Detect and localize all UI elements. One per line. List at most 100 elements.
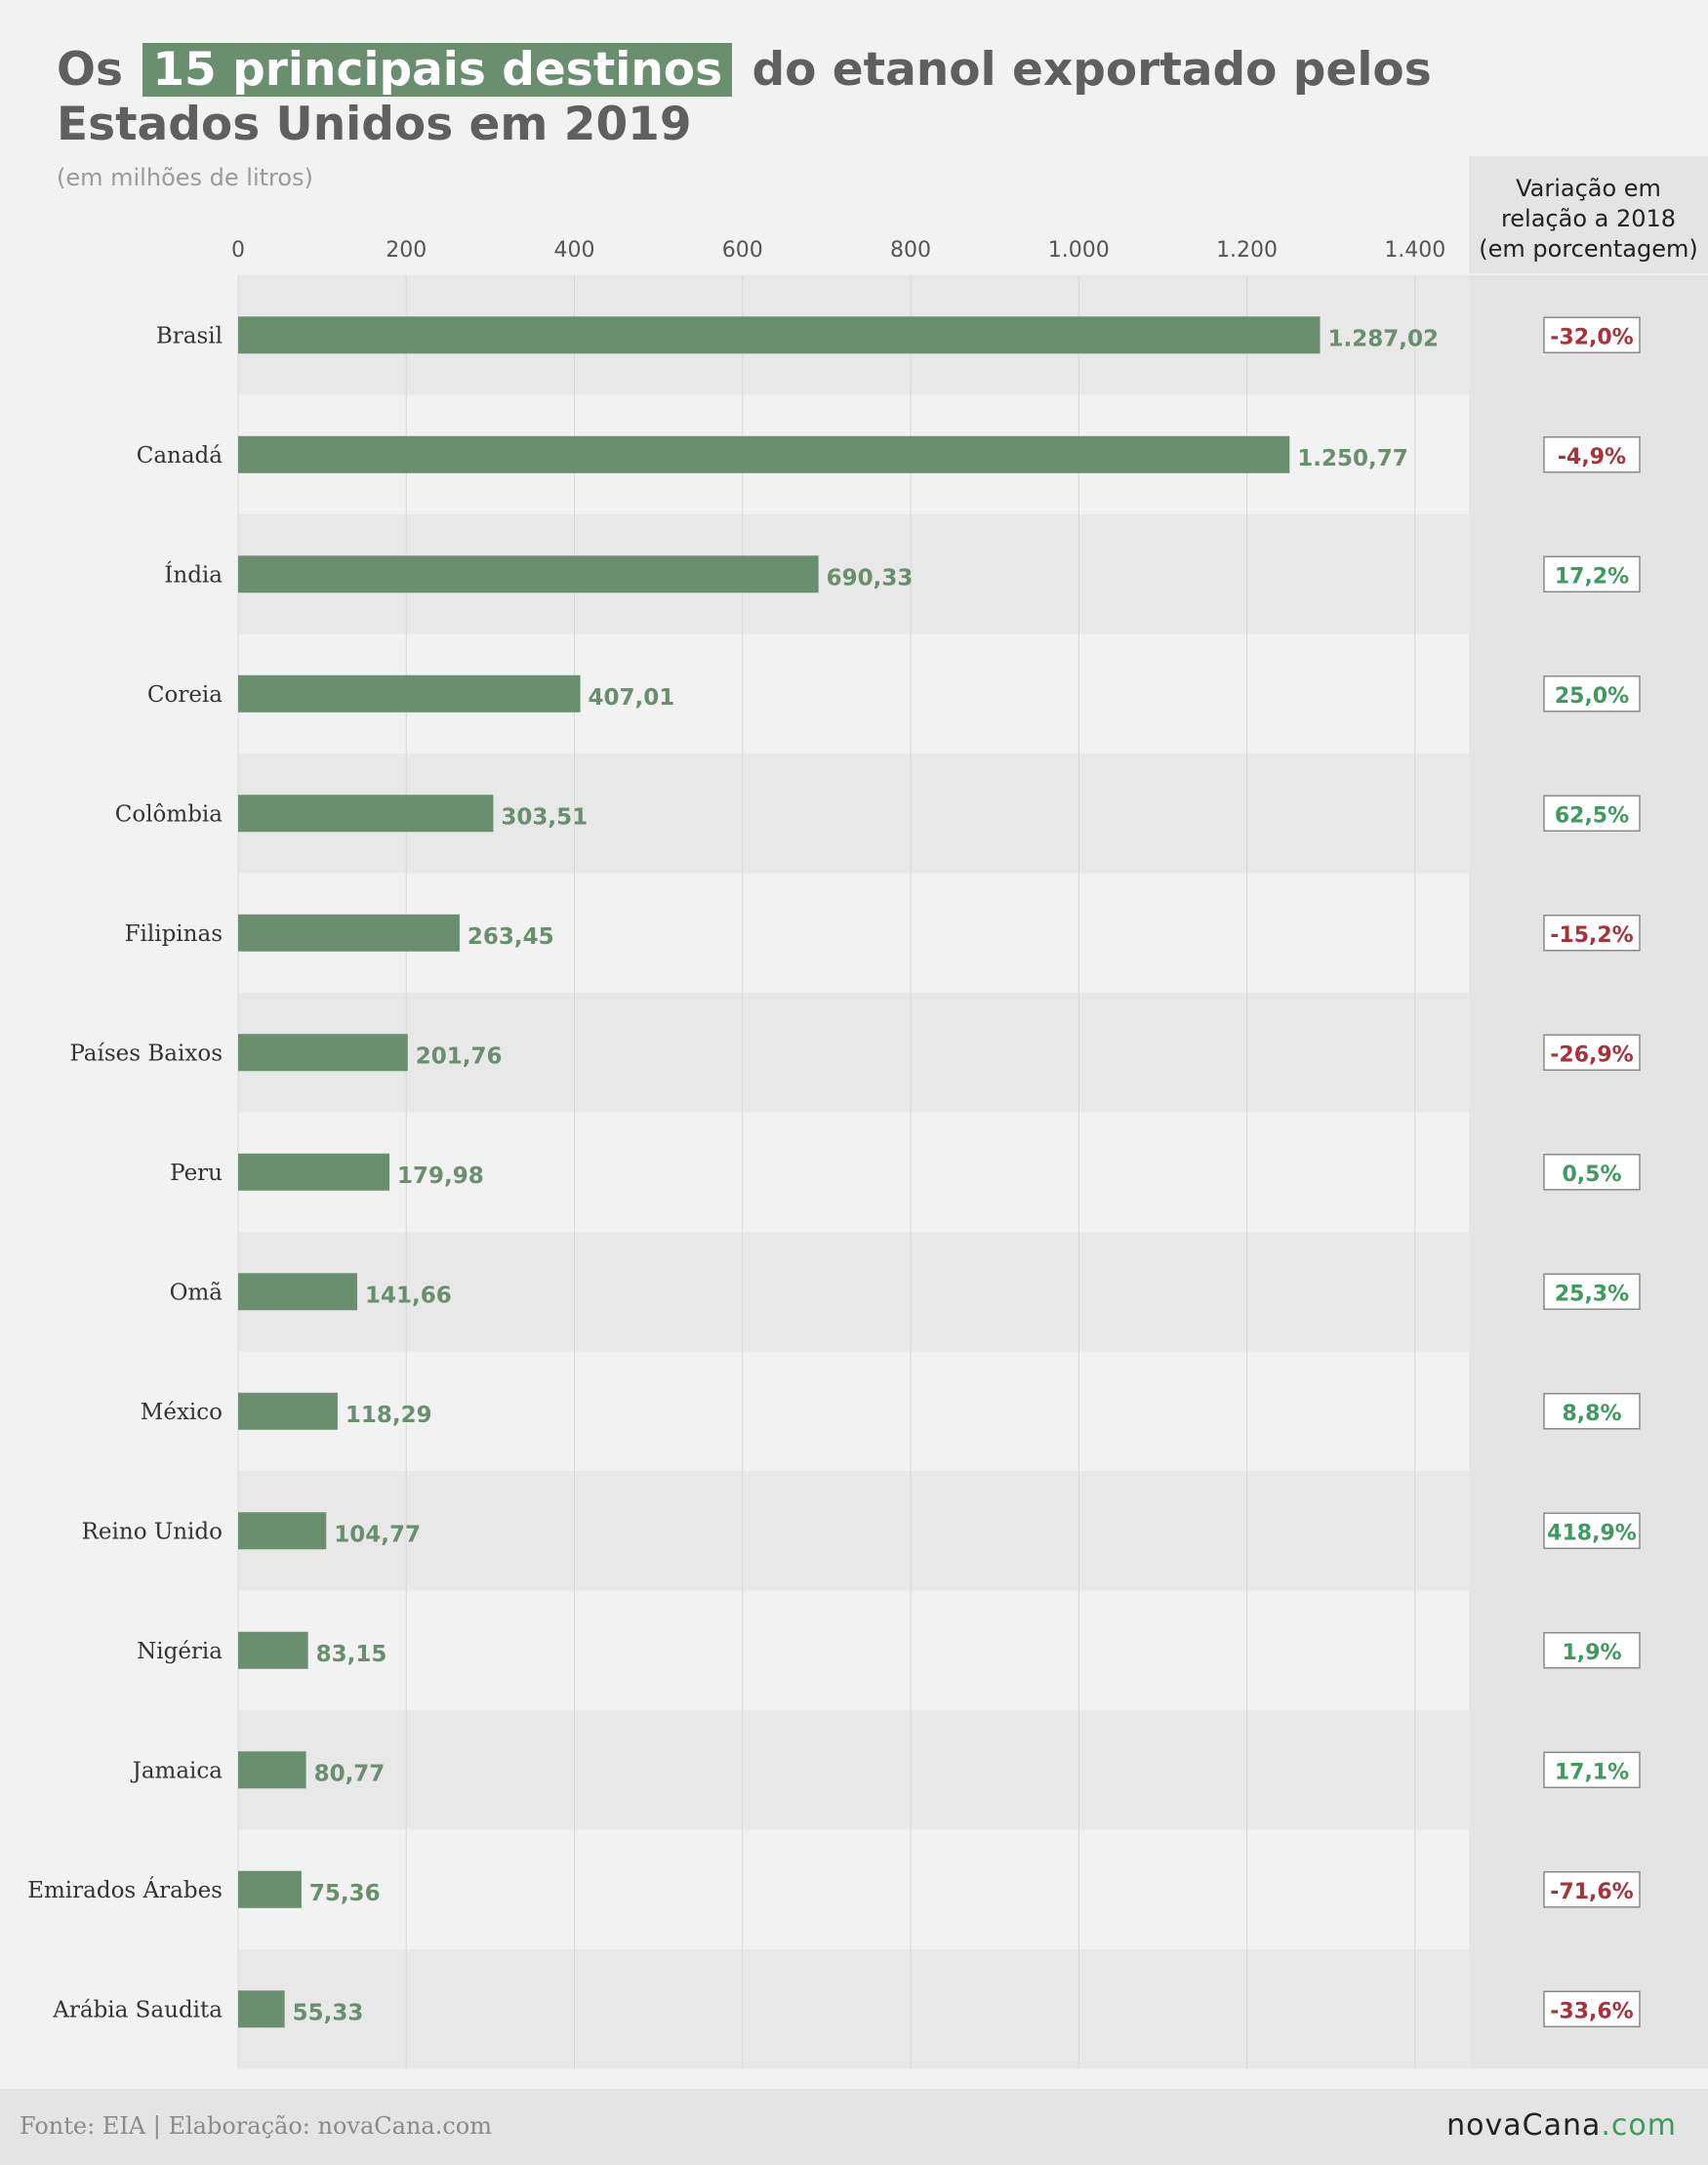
bar <box>238 1631 308 1669</box>
bar-chart: 0 200 400 600 800 1.000 1.200 1.400 Brasil Canad… <box>27 238 1708 2069</box>
variation-badge <box>1543 675 1641 713</box>
category-label: Canadá <box>137 443 224 469</box>
variation-column: -32,0% -4,9% 17,2% 25,0% 62,5% -15,2% -26,9% 0,… <box>1543 316 1641 2027</box>
variation-header-line-2: relação a 2018 <box>1500 205 1677 232</box>
value-label: 141,66 <box>365 1283 452 1308</box>
variation-label: 8,8% <box>1562 1402 1621 1426</box>
variation-header-background <box>1469 156 1708 273</box>
x-tick-label: 1.200 <box>1216 238 1278 263</box>
x-axis-ticks: 0 200 400 600 800 1.000 1.200 1.400 <box>231 238 1445 263</box>
value-label: 201,76 <box>416 1043 503 1069</box>
x-tick-label: 1.000 <box>1048 238 1110 263</box>
variation-badge <box>1543 1393 1641 1430</box>
category-label: Filipinas <box>125 921 223 947</box>
category-label: Jamaica <box>131 1758 224 1783</box>
bar <box>238 795 494 833</box>
variation-badge <box>1543 1871 1641 1908</box>
variation-badge <box>1543 1990 1641 2027</box>
category-label: Coreia <box>147 682 223 708</box>
category-label: Peru <box>170 1161 223 1186</box>
variation-label: -4,9% <box>1558 445 1626 470</box>
category-label: Índia <box>164 561 223 588</box>
category-label: Nigéria <box>137 1639 223 1664</box>
variation-badge <box>1543 1512 1641 1549</box>
row-band <box>238 1232 1469 1352</box>
value-label: 690,33 <box>827 565 914 591</box>
x-tick-label: 0 <box>231 238 245 263</box>
variation-badge <box>1543 555 1641 592</box>
value-label: 407,01 <box>589 685 675 711</box>
row-band <box>238 1590 1469 1710</box>
value-label: 263,45 <box>468 924 554 950</box>
x-tick-label: 600 <box>722 238 763 263</box>
variation-label: 62,5% <box>1555 803 1629 828</box>
chart-title: Os 15 principais destinos do etanol expo… <box>57 43 1579 152</box>
value-labels: 1.287,02 1.250,77 690,33 407,01 303,51 263,45… <box>293 326 1439 2025</box>
bar <box>238 1392 338 1430</box>
bar <box>238 316 1321 354</box>
variation-badge <box>1543 436 1641 473</box>
variation-label: 25,3% <box>1555 1282 1629 1306</box>
variation-label: -71,6% <box>1550 1880 1633 1904</box>
variation-label: 17,1% <box>1555 1760 1629 1784</box>
logo-main: novaCana <box>1446 2108 1602 2143</box>
bar <box>238 1751 306 1789</box>
row-band <box>238 1351 1469 1471</box>
variation-label: -32,0% <box>1550 325 1633 349</box>
title-after: do etanol exportado pelos Estados Unidos… <box>57 43 1432 151</box>
value-label: 104,77 <box>334 1522 421 1547</box>
x-tick-label: 1.400 <box>1384 238 1445 263</box>
category-label: Brasil <box>156 323 223 348</box>
category-label: Colômbia <box>115 801 224 827</box>
row-band <box>238 1949 1469 2069</box>
variation-badge <box>1543 795 1641 832</box>
row-band <box>238 1710 1469 1830</box>
category-label: Omã <box>170 1280 224 1305</box>
bar <box>238 1512 327 1550</box>
title-highlight: 15 principais destinos <box>142 43 733 97</box>
row-band <box>238 1471 1469 1591</box>
variation-label: 17,2% <box>1555 564 1629 589</box>
category-label: Emirados Árabes <box>27 1877 223 1903</box>
variation-badge <box>1543 316 1641 353</box>
row-band <box>238 1112 1469 1232</box>
logo-suffix: .com <box>1601 2108 1677 2143</box>
x-tick-label: 400 <box>554 238 595 263</box>
category-labels: Brasil Canadá Índia Coreia Colômbia Filipinas… <box>27 323 223 2022</box>
value-label: 83,15 <box>316 1642 387 1667</box>
variation-badge <box>1543 1632 1641 1669</box>
bar <box>238 1870 302 1908</box>
bars <box>238 316 1321 2028</box>
variation-label: -15,2% <box>1550 923 1633 948</box>
variation-header: Variação em relação a 2018 (em porcentag… <box>1469 174 1708 265</box>
variation-header-line-3: (em porcentagem) <box>1479 235 1698 263</box>
x-tick-label: 200 <box>386 238 427 263</box>
bar <box>238 1273 358 1311</box>
source-text: Fonte: EIA | Elaboração: novaCana.com <box>20 2112 492 2140</box>
variation-label: 1,9% <box>1562 1641 1621 1665</box>
title-before: Os <box>57 43 123 97</box>
brand-logo: novaCana.com <box>1446 2108 1677 2143</box>
variation-label: -33,6% <box>1550 1999 1633 2023</box>
value-label: 80,77 <box>314 1761 386 1786</box>
variation-badge <box>1543 1154 1641 1191</box>
bar <box>238 1990 285 2028</box>
value-label: 1.287,02 <box>1328 326 1440 351</box>
value-label: 75,36 <box>309 1881 381 1906</box>
value-label: 55,33 <box>293 2000 364 2025</box>
bar <box>238 1034 408 1072</box>
category-label: México <box>141 1400 223 1425</box>
bar <box>238 914 460 952</box>
chart-subtitle: (em milhões de litros) <box>57 164 313 191</box>
row-band <box>238 1829 1469 1949</box>
variation-label: 0,5% <box>1562 1163 1621 1187</box>
variation-label: -26,9% <box>1550 1042 1633 1067</box>
bar <box>238 674 581 713</box>
variation-badge <box>1543 1034 1641 1071</box>
value-label: 1.250,77 <box>1297 446 1408 471</box>
variation-badge <box>1543 1751 1641 1788</box>
bar <box>238 1153 390 1191</box>
x-tick-label: 800 <box>890 238 931 263</box>
category-label: Países Baixos <box>69 1041 223 1066</box>
row-band <box>238 993 1469 1113</box>
